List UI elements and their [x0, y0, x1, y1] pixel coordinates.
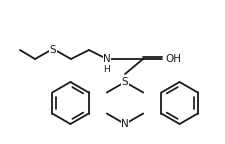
Text: H: H: [104, 65, 110, 73]
Text: N: N: [103, 54, 111, 64]
Text: S: S: [50, 45, 56, 55]
Text: N: N: [121, 119, 129, 129]
Text: OH: OH: [165, 54, 181, 64]
Text: S: S: [122, 77, 128, 87]
